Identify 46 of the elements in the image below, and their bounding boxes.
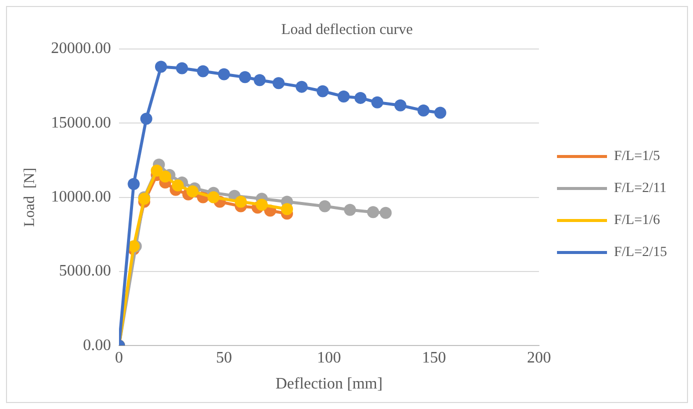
point xyxy=(238,71,251,84)
legend-label: F/L=1/5 xyxy=(614,149,660,164)
y-tick-label: 15000.00 xyxy=(51,114,111,132)
y-tick-label: 5000.00 xyxy=(59,262,111,280)
point xyxy=(128,178,140,190)
x-tick-label: 0 xyxy=(115,349,123,366)
x-tick-label: 100 xyxy=(316,349,341,366)
point xyxy=(176,62,188,74)
point xyxy=(434,106,446,119)
point xyxy=(155,60,167,73)
point xyxy=(172,179,184,192)
point xyxy=(218,68,230,80)
point xyxy=(207,191,220,204)
point xyxy=(159,170,172,183)
point xyxy=(272,77,285,90)
point xyxy=(316,85,329,98)
x-tick-label: 50 xyxy=(216,349,232,366)
x-axis-title: Deflection [mm] xyxy=(275,376,383,393)
point xyxy=(354,92,366,104)
point xyxy=(344,204,356,216)
legend-label: F/L=2/11 xyxy=(614,181,666,196)
point xyxy=(417,104,430,117)
legend-label: F/L=2/15 xyxy=(614,245,668,260)
point xyxy=(380,206,392,219)
point xyxy=(338,90,350,102)
point xyxy=(371,96,384,108)
y-tick-label: 0.00 xyxy=(83,336,111,354)
point xyxy=(197,65,209,78)
x-tick-label: 150 xyxy=(422,349,446,366)
point xyxy=(280,203,293,216)
x-tick-label: 200 xyxy=(526,349,551,366)
point xyxy=(150,164,163,177)
chart-title: Load deflection curve xyxy=(281,22,414,38)
y-tick-label: 10000.00 xyxy=(51,188,111,206)
point xyxy=(296,80,308,93)
legend-label: F/L=1/6 xyxy=(614,213,660,228)
point xyxy=(367,206,380,218)
point xyxy=(186,185,198,198)
point xyxy=(256,198,268,211)
y-tick-label: 20000.00 xyxy=(51,40,111,58)
point xyxy=(234,196,247,208)
point xyxy=(318,200,331,212)
point xyxy=(394,99,406,112)
y-axis-title: Load [N] xyxy=(22,168,38,227)
point xyxy=(254,74,266,86)
point xyxy=(140,112,152,125)
